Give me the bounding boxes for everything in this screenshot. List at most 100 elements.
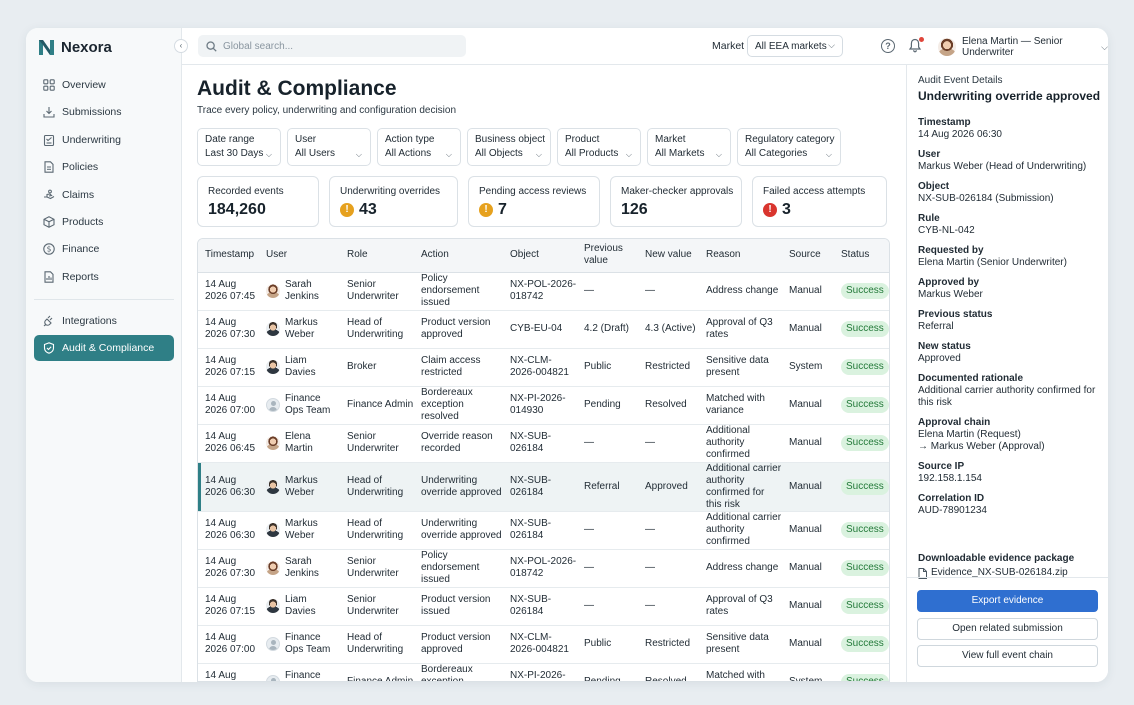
filter-value: All Categories (745, 148, 808, 159)
column-header[interactable]: User (259, 239, 340, 273)
chevron-down-icon: ⌵ (828, 40, 835, 50)
table-row[interactable]: 14 Aug 2026 07:30 Markus Weber Head of Und… (198, 310, 889, 349)
filter-date-range[interactable]: Date range Last 30 Days ⌵ (197, 128, 281, 166)
export-evidence-button[interactable]: Export evidence (917, 590, 1098, 612)
stat-card-number: 126 (621, 201, 648, 218)
table-row[interactable]: 14 Aug 2026 07:45 Sarah Jenkins Senior Und… (198, 272, 889, 311)
cell-prev: 4.2 (Draft) (577, 310, 638, 349)
cell-status: Success (834, 386, 889, 425)
table-row[interactable]: 14 Aug 2026 07:00 Finance Ops Team Head of… (198, 625, 889, 664)
cell-reason: Additional carrier authority confirmed f… (699, 462, 782, 512)
cell-new: Resolved (638, 663, 699, 681)
sidebar-item-policies[interactable]: Policies (34, 154, 174, 180)
cell-user: Finance Ops Team (259, 663, 340, 681)
table-row[interactable]: 14 Aug 2026 07:15 Liam Davies Broker Claim … (198, 348, 889, 387)
cell-user: Markus Weber (259, 511, 340, 550)
detail-label: User (918, 149, 941, 160)
column-header[interactable]: Action (414, 239, 503, 273)
table-row[interactable]: 14 Aug 2026 07:15 Liam Davies Senior Under… (198, 587, 889, 626)
cell-action: Underwriting override approved (414, 511, 503, 550)
table-row[interactable]: 14 Aug 2026 06:30 Markus Weber Head of Und… (198, 462, 889, 512)
cell-object: NX-CLM-2026-004821 (503, 625, 577, 664)
user-name: Markus Weber (285, 474, 318, 498)
avatar (266, 675, 280, 681)
brand[interactable]: Nexora (38, 37, 112, 57)
table-header-row: Timestamp User Role Action Object Previous va… (198, 239, 889, 273)
cell-role: Finance Admin (340, 386, 414, 425)
table-row[interactable]: 14 Aug 2026 07:30 Sarah Jenkins Senior Und… (198, 549, 889, 588)
cell-user: Sarah Jenkins (259, 549, 340, 588)
column-header[interactable]: Status (834, 239, 889, 273)
cell-prev: Public (577, 625, 638, 664)
view-full-event-chain-button[interactable]: View full event chain (917, 645, 1098, 667)
stat-card-number: 184,260 (208, 201, 266, 218)
detail-label: Correlation ID (918, 493, 985, 504)
cell-new: Restricted (638, 625, 699, 664)
filter-product[interactable]: Product All Products ⌵ (557, 128, 641, 166)
avatar (266, 436, 280, 450)
market-label: Market (712, 40, 745, 52)
table-row[interactable]: 14 Aug 2026 07:00 Finance Ops Team Finance… (198, 663, 889, 681)
sidebar-item-submissions[interactable]: Submissions (34, 99, 174, 125)
bell-icon[interactable] (908, 38, 922, 53)
user-name: Liam Davies (285, 594, 316, 617)
sidebar-item-finance[interactable]: $ Finance (34, 236, 174, 262)
column-header[interactable]: Previous value (577, 239, 638, 273)
sidebar-item-audit-compliance[interactable]: Audit & Compliance (34, 335, 174, 362)
detail-label: Object (918, 181, 950, 192)
cell-action: Product version issued (414, 587, 503, 626)
column-header[interactable]: Source (782, 239, 834, 273)
detail-value: Elena Martin (Request) (918, 429, 1021, 440)
column-header[interactable]: Reason (699, 239, 782, 273)
filter-business-object[interactable]: Business object All Objects ⌵ (467, 128, 551, 166)
sidebar-item-reports[interactable]: Reports (34, 264, 174, 290)
column-header[interactable]: Object (503, 239, 577, 273)
filter-label: User (295, 134, 317, 145)
evidence-file-link[interactable]: Evidence_NX-SUB-026184.zip (918, 567, 1074, 579)
sidebar-item-underwriting[interactable]: Underwriting (34, 127, 174, 153)
detail-value: 192.158.1.154 (918, 473, 982, 484)
column-header[interactable]: New value (638, 239, 699, 273)
cell-prev: Pending (577, 386, 638, 425)
table-row[interactable]: 14 Aug 2026 06:45 Elena Martin Senior Unde… (198, 424, 889, 463)
stat-card-maker-checker-approvals[interactable]: Maker-checker approvals 126 (610, 176, 742, 227)
cell-prev: — (577, 272, 638, 311)
filter-market[interactable]: Market All Markets ⌵ (647, 128, 731, 166)
cell-ts: 14 Aug 2026 07:30 (198, 310, 259, 349)
cell-prev: — (577, 549, 638, 588)
user-menu[interactable]: Elena Martin — Senior Underwriter ⌵ (938, 36, 1108, 58)
cell-new: 4.3 (Active) (638, 310, 699, 349)
help-icon[interactable]: ? (881, 39, 895, 53)
user-cell: Markus Weber (266, 475, 340, 499)
user-name: Markus Weber (285, 317, 318, 340)
avatar (266, 561, 280, 575)
cell-prev: Public (577, 348, 638, 387)
stat-card-pending-access-reviews[interactable]: Pending access reviews! 7 (468, 176, 600, 227)
filter-action-type[interactable]: Action type All Actions ⌵ (377, 128, 461, 166)
sidebar-item-label: Policies (62, 161, 99, 174)
stat-card-underwriting-overrides[interactable]: Underwriting overrides! 43 (329, 176, 458, 227)
stat-card-recorded-events[interactable]: Recorded events 184,260 (197, 176, 319, 227)
filter-user[interactable]: User All Users ⌵ (287, 128, 371, 166)
sidebar-item-products[interactable]: Products (34, 209, 174, 235)
cell-action: Product version approved (414, 625, 503, 664)
sidebar-item-label: Audit & Compliance (62, 342, 155, 355)
column-header[interactable]: Role (340, 239, 414, 273)
global-search-input[interactable]: Global search... (198, 35, 466, 57)
sidebar-item-overview[interactable]: Overview (34, 72, 174, 98)
evidence-label: Downloadable evidence package (918, 553, 1075, 564)
collapse-sidebar-button[interactable]: ‹ (174, 39, 188, 53)
market-select[interactable]: All EEA markets ⌵ (747, 35, 843, 57)
open-related-submission-button[interactable]: Open related submission (917, 618, 1098, 640)
table-row[interactable]: 14 Aug 2026 06:30 Markus Weber Head of Und… (198, 511, 889, 550)
detail-value: Approved (918, 353, 961, 364)
column-header[interactable]: Timestamp (198, 239, 259, 273)
sidebar-item-integrations[interactable]: Integrations (34, 308, 174, 334)
sidebar-divider (34, 298, 174, 300)
table-row[interactable]: 14 Aug 2026 07:00 Finance Ops Team Finance… (198, 386, 889, 425)
stat-card-failed-access-attempts[interactable]: Failed access attempts! 3 (752, 176, 887, 227)
filter-regulatory-category[interactable]: Regulatory category All Categories ⌵ (737, 128, 841, 166)
detail-correlation-id: Correlation ID AUD-78901234 (918, 493, 1100, 517)
sidebar-item-claims[interactable]: Claims (34, 182, 174, 208)
cell-source: Manual (782, 310, 834, 349)
